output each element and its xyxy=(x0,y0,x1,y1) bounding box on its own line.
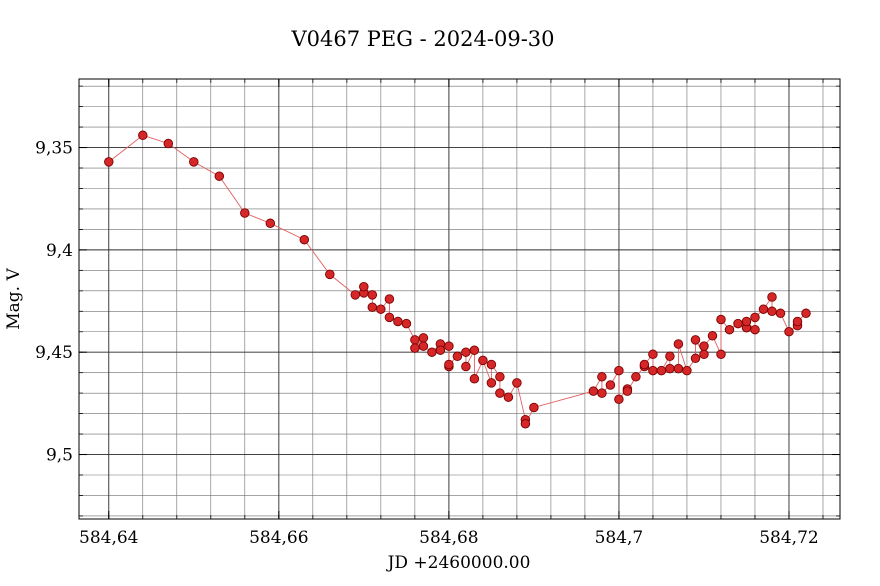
x-tick-label: 584,64 xyxy=(79,528,138,548)
series-line xyxy=(108,134,807,425)
data-points xyxy=(104,130,811,429)
data-point xyxy=(605,380,616,390)
data-point xyxy=(503,392,514,402)
data-point xyxy=(138,130,148,141)
data-point xyxy=(435,345,446,355)
chart-title: V0467 PEG - 2024-09-30 xyxy=(290,27,554,51)
data-point xyxy=(486,359,497,370)
data-point xyxy=(478,355,488,366)
data-point xyxy=(367,290,378,300)
data-point xyxy=(384,294,395,304)
x-tick-label: 584,7 xyxy=(595,528,644,548)
x-tick-label: 584,68 xyxy=(419,528,478,548)
axis-ticks xyxy=(79,79,840,519)
data-point xyxy=(393,316,403,327)
data-point xyxy=(775,308,786,319)
data-point xyxy=(427,347,437,357)
data-point xyxy=(622,386,633,396)
data-point xyxy=(359,281,369,292)
x-tick-label: 584,72 xyxy=(759,528,818,548)
data-point xyxy=(512,378,522,388)
y-tick-label: 9,4 xyxy=(46,241,73,261)
data-point xyxy=(648,365,658,376)
data-point xyxy=(444,341,454,351)
data-point xyxy=(750,324,760,335)
minor-gridlines xyxy=(79,79,840,519)
data-point xyxy=(265,218,276,229)
data-point xyxy=(418,341,429,351)
data-point xyxy=(461,361,471,372)
y-tick-label: 9,45 xyxy=(35,343,73,363)
data-point xyxy=(750,312,760,323)
data-point xyxy=(614,365,624,376)
data-point xyxy=(163,138,174,149)
data-point xyxy=(792,316,803,327)
data-point xyxy=(486,378,497,388)
x-tick-label: 584,66 xyxy=(249,528,308,548)
data-point xyxy=(469,374,480,384)
data-point xyxy=(614,394,624,405)
data-point xyxy=(384,312,395,323)
data-point xyxy=(707,331,718,341)
data-point xyxy=(767,292,777,302)
data-point xyxy=(189,157,199,167)
data-point xyxy=(299,234,310,245)
data-point xyxy=(240,208,250,218)
data-point xyxy=(410,343,420,353)
data-point xyxy=(801,308,811,319)
data-point xyxy=(767,306,777,317)
y-tick-labels: 9,35 9,4 9,45 9,5 xyxy=(35,139,73,466)
data-point xyxy=(597,388,607,398)
data-point xyxy=(716,314,726,325)
data-point xyxy=(520,419,531,429)
data-point xyxy=(401,318,412,329)
data-point xyxy=(529,402,539,413)
data-point xyxy=(648,349,658,360)
data-point xyxy=(656,365,667,376)
data-point xyxy=(410,335,420,345)
data-point xyxy=(724,324,735,335)
data-point xyxy=(631,372,641,382)
data-point xyxy=(716,349,726,360)
data-point xyxy=(690,335,701,345)
data-point xyxy=(665,363,675,374)
data-point xyxy=(452,351,463,362)
data-point xyxy=(588,386,599,396)
data-point xyxy=(495,372,505,382)
y-tick-label: 9,35 xyxy=(35,139,73,159)
data-point xyxy=(699,341,709,351)
data-point xyxy=(350,290,361,300)
data-point xyxy=(495,388,505,398)
data-point xyxy=(461,347,471,357)
data-point xyxy=(741,316,752,327)
data-point xyxy=(469,345,480,355)
data-point xyxy=(733,318,743,329)
data-point xyxy=(597,372,607,382)
data-point xyxy=(418,333,429,343)
data-point xyxy=(758,304,769,314)
y-axis-label: Mag. V xyxy=(4,268,24,330)
major-gridlines xyxy=(79,79,840,519)
data-point xyxy=(376,304,386,314)
data-point xyxy=(784,326,794,337)
data-point xyxy=(325,269,335,280)
data-point xyxy=(699,349,709,360)
x-axis-label: JD +2460000.00 xyxy=(386,553,531,573)
y-tick-label: 9,5 xyxy=(46,446,73,466)
data-point xyxy=(639,359,650,370)
x-tick-labels: 584,64 584,66 584,68 584,7 584,72 xyxy=(79,528,819,548)
data-point xyxy=(673,363,684,374)
data-point xyxy=(104,157,114,167)
data-point xyxy=(665,351,675,362)
data-point xyxy=(214,171,225,181)
data-point xyxy=(690,353,701,364)
data-point xyxy=(682,365,692,376)
plot-frame xyxy=(78,78,841,520)
data-point xyxy=(444,359,454,370)
data-point xyxy=(673,339,684,349)
data-point xyxy=(367,302,378,312)
